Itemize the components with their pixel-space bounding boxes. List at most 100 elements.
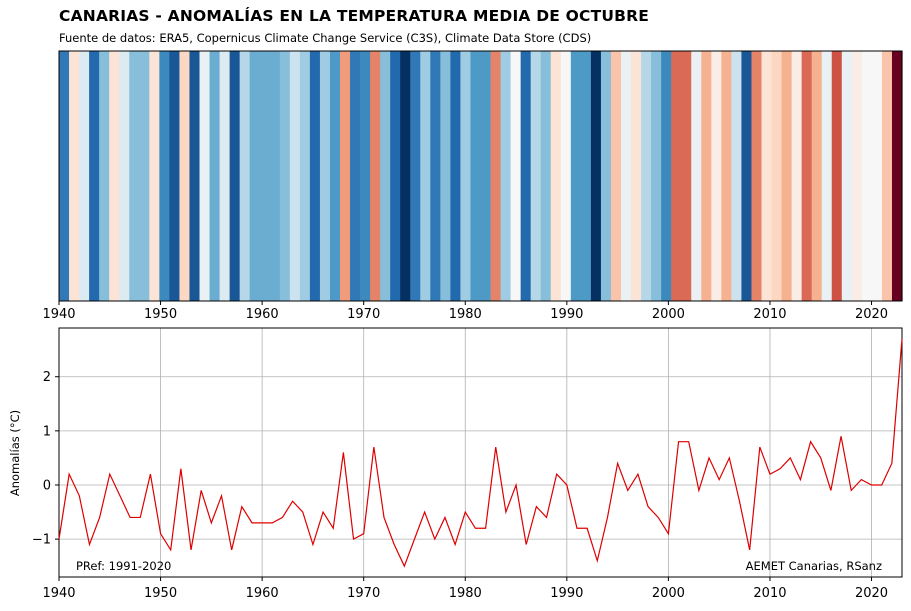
stripe-1994 xyxy=(600,51,612,301)
stripe-2022 xyxy=(881,51,893,301)
stripe-1954 xyxy=(199,51,211,301)
line-x-axis: 1940 1950 1960 1970 1980 1990 2000 2010 2020 xyxy=(42,577,888,601)
stripe-1982 xyxy=(480,51,492,301)
y-tick-label: 1 xyxy=(43,424,51,439)
x-tick-label: 2020 xyxy=(855,586,888,601)
stripe-1974 xyxy=(400,51,411,301)
stripe-1950 xyxy=(159,51,170,301)
stripe-2007 xyxy=(731,51,743,301)
stripe-2002 xyxy=(681,51,692,301)
stripe-1993 xyxy=(590,51,602,301)
stripe-1989 xyxy=(550,51,562,301)
stripe-1941 xyxy=(69,51,80,301)
y-tick-label: 0 xyxy=(43,478,51,493)
stripe-1992 xyxy=(580,51,592,301)
stripe-1959 xyxy=(249,51,261,301)
line-y-axis: −1 0 1 2 xyxy=(32,370,59,548)
x-tick-label: 1950 xyxy=(144,586,177,601)
stripe-2005 xyxy=(711,51,722,301)
stripe-1969 xyxy=(350,51,361,301)
stripe-1987 xyxy=(530,51,542,301)
stripe-1962 xyxy=(279,51,291,301)
stripe-2000 xyxy=(661,51,672,301)
stripe-1967 xyxy=(329,51,341,301)
x-tick-label: 2000 xyxy=(652,586,685,601)
stripes-x-tick-label: 2000 xyxy=(652,307,685,322)
stripes-x-tick-label: 1980 xyxy=(449,307,482,322)
stripe-2017 xyxy=(831,51,843,301)
stripe-1952 xyxy=(179,51,191,301)
stripe-1973 xyxy=(390,51,401,301)
stripe-1953 xyxy=(189,51,201,301)
stripe-1997 xyxy=(631,51,642,301)
stripe-2009 xyxy=(751,51,763,301)
stripe-1945 xyxy=(109,51,120,301)
x-tick-label: 1970 xyxy=(347,586,380,601)
stripe-2020 xyxy=(861,51,873,301)
stripe-2021 xyxy=(871,51,883,301)
stripes-x-axis: 1940 1950 1960 1970 1980 1990 2000 2010 2020 xyxy=(42,301,888,322)
stripes-x-tick-label: 2020 xyxy=(855,307,888,322)
x-tick-label: 2010 xyxy=(753,586,786,601)
stripe-1968 xyxy=(340,51,351,301)
stripe-2003 xyxy=(691,51,702,301)
stripe-1955 xyxy=(209,51,221,301)
anomaly-series-line xyxy=(58,338,903,568)
stripe-1957 xyxy=(229,51,241,301)
x-tick-label: 1940 xyxy=(42,586,75,601)
stripe-1996 xyxy=(621,51,632,301)
stripe-1963 xyxy=(289,51,301,301)
stripe-1961 xyxy=(269,51,281,301)
y-tick-label: −1 xyxy=(32,533,51,548)
stripes-x-tick-label: 1960 xyxy=(246,307,279,322)
stripe-1991 xyxy=(570,51,582,301)
y-tick-label: 2 xyxy=(43,370,51,385)
stripes-x-tick-label: 2010 xyxy=(753,307,786,322)
stripe-1972 xyxy=(380,51,391,301)
stripe-2018 xyxy=(841,51,853,301)
stripe-1951 xyxy=(169,51,181,301)
stripe-1988 xyxy=(540,51,552,301)
stripe-1978 xyxy=(440,51,451,301)
stripe-1979 xyxy=(450,51,462,301)
stripe-2006 xyxy=(721,51,732,301)
stripes-x-tick-label: 1990 xyxy=(550,307,583,322)
stripe-2004 xyxy=(701,51,712,301)
stripe-1946 xyxy=(119,51,130,301)
stripe-1976 xyxy=(420,51,431,301)
line-plot-frame xyxy=(58,327,903,578)
stripe-1956 xyxy=(219,51,231,301)
grid-lines xyxy=(58,328,902,577)
chart-subtitle: Fuente de datos: ERA5, Copernicus Climat… xyxy=(59,31,592,45)
stripe-1964 xyxy=(299,51,311,301)
chart-title: CANARIAS - ANOMALÍAS EN LA TEMPERATURA M… xyxy=(59,7,650,25)
stripe-1942 xyxy=(79,51,90,301)
stripe-1943 xyxy=(89,51,100,301)
stripe-1960 xyxy=(259,51,271,301)
stripe-1975 xyxy=(410,51,421,301)
stripe-1983 xyxy=(490,51,502,301)
stripe-1940 xyxy=(59,51,70,301)
stripes-x-tick-label: 1950 xyxy=(144,307,177,322)
stripe-1970 xyxy=(360,51,371,301)
stripe-1990 xyxy=(560,51,572,301)
x-tick-label: 1960 xyxy=(246,586,279,601)
stripe-1986 xyxy=(520,51,532,301)
stripe-1965 xyxy=(309,51,321,301)
stripe-1958 xyxy=(239,51,251,301)
stripe-2011 xyxy=(771,51,783,301)
stripe-2012 xyxy=(781,51,793,301)
stripe-2016 xyxy=(821,51,833,301)
stripe-1985 xyxy=(510,51,522,301)
stripe-1977 xyxy=(430,51,441,301)
y-axis-label: Anomalías (°C) xyxy=(8,410,22,496)
stripes-x-tick-label: 1940 xyxy=(42,307,75,322)
stripe-2013 xyxy=(791,51,803,301)
stripe-1984 xyxy=(500,51,512,301)
stripe-1981 xyxy=(470,51,482,301)
stripe-1998 xyxy=(641,51,652,301)
stripe-1944 xyxy=(99,51,110,301)
stripe-2023 xyxy=(891,51,903,301)
stripe-2001 xyxy=(671,51,682,301)
stripes-x-tick-label: 1970 xyxy=(347,307,380,322)
